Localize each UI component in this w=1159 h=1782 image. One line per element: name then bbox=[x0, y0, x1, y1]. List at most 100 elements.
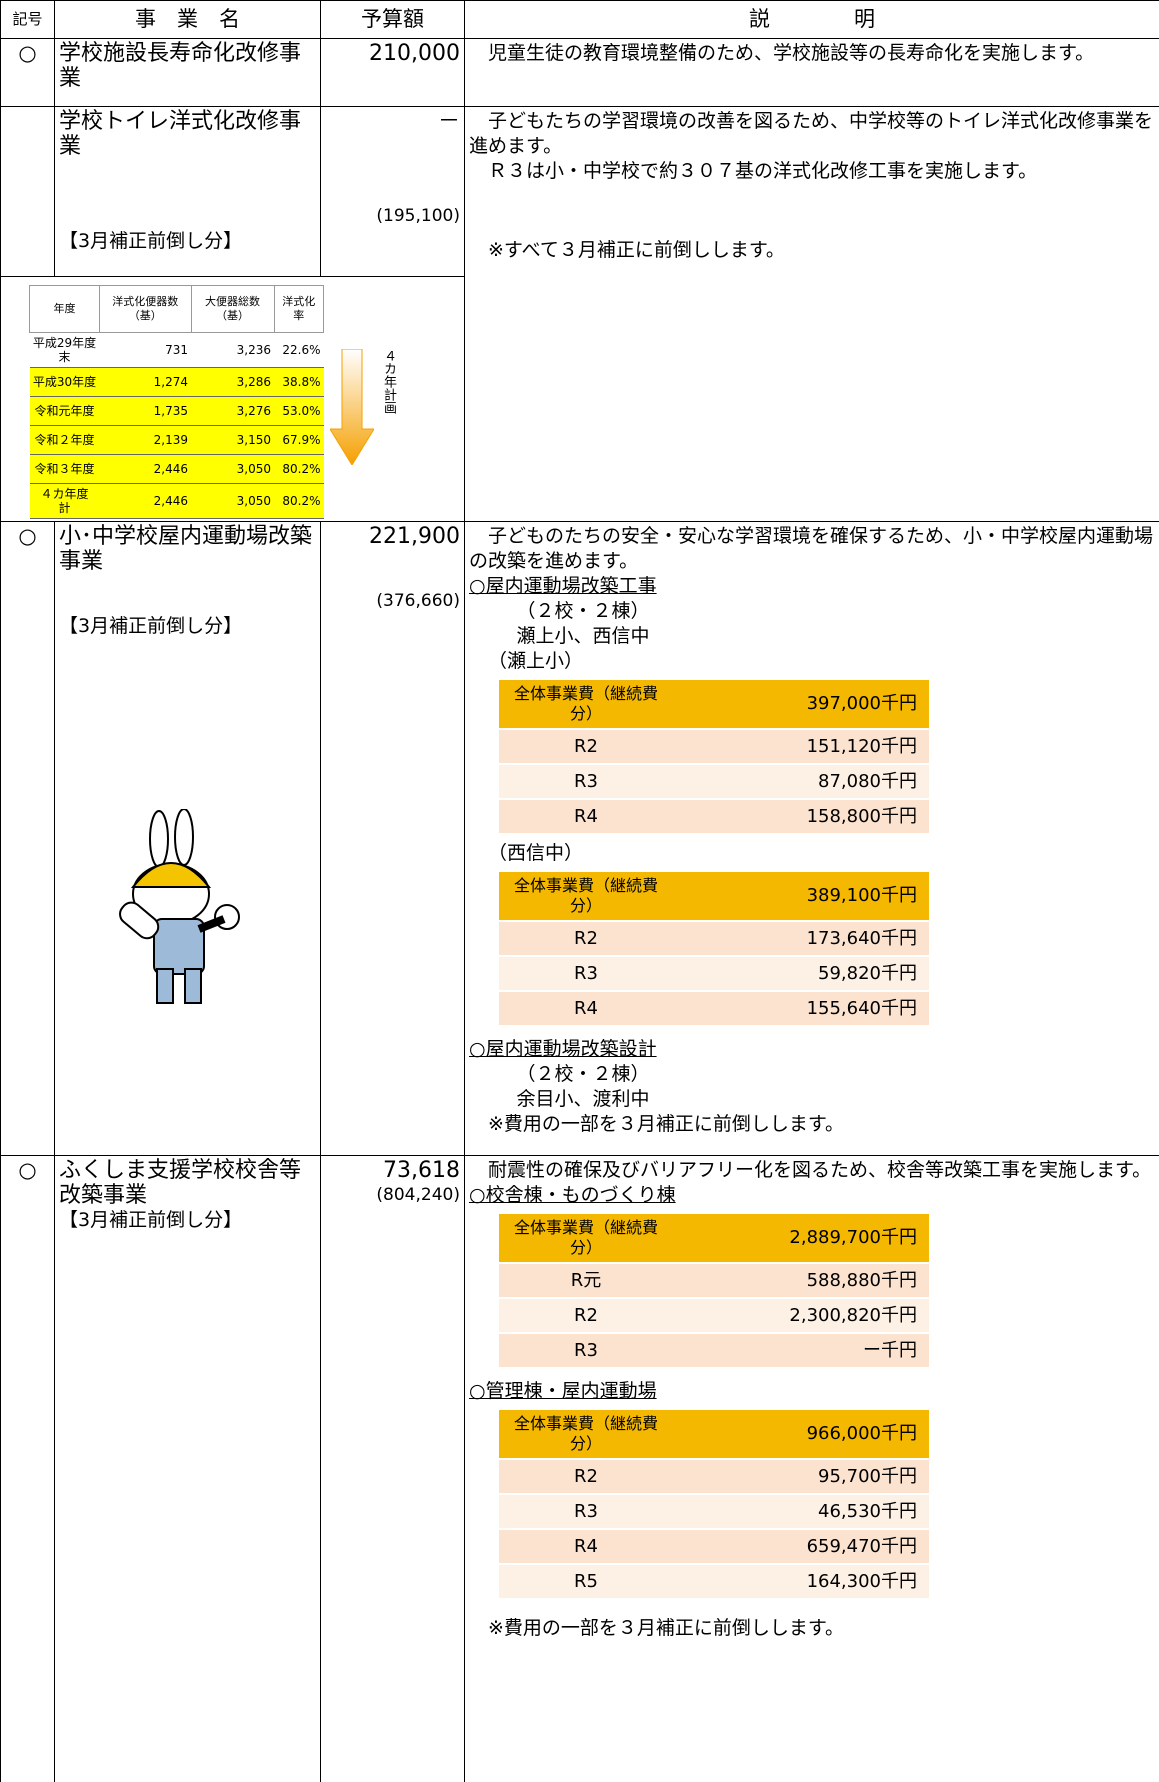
toilet-cell: 2,139 bbox=[99, 426, 191, 455]
toilet-cell: 3,150 bbox=[191, 426, 274, 455]
name-cell: 学校トイレ洋式化改修事業【3月補正前倒し分】 bbox=[55, 107, 321, 277]
toilet-cell: 令和３年度 bbox=[30, 455, 100, 484]
mark-cell bbox=[1, 107, 55, 277]
budget: － bbox=[325, 109, 460, 134]
section-line: 瀬上小、西信中 bbox=[469, 624, 1155, 649]
cost-cell: R4 bbox=[499, 1530, 673, 1563]
cost-cell: 173,640千円 bbox=[673, 922, 929, 955]
mascot bbox=[99, 809, 269, 1009]
section-heading: ○屋内運動場改築工事 bbox=[469, 574, 1155, 599]
section-line: （２校・２棟） bbox=[469, 1062, 1155, 1087]
cost-header-cell: 397,000千円 bbox=[673, 680, 929, 728]
toilet-cell: 731 bbox=[99, 333, 191, 368]
mark-cell: ○ bbox=[1, 1156, 55, 1782]
description: 児童生徒の教育環境整備のため、学校施設等の長寿命化を実施します。 bbox=[469, 41, 1155, 66]
toilet-cell: 3,236 bbox=[191, 333, 274, 368]
toilet-cell: 1,274 bbox=[99, 368, 191, 397]
item-row: ○学校施設長寿命化改修事業 210,000 児童生徒の教育環境整備のため、学校施設等… bbox=[1, 39, 1159, 107]
cost-header-cell: 全体事業費（継続費分） bbox=[499, 872, 673, 920]
header-cell: 事 業 名 bbox=[55, 1, 321, 39]
item-name: 学校トイレ洋式化改修事業 bbox=[59, 109, 316, 159]
description: Ｒ３は小・中学校で約３０７基の洋式化改修工事を実施します。 bbox=[469, 159, 1155, 184]
cost-header-row: 全体事業費（継続費分）966,000千円 bbox=[499, 1410, 929, 1458]
name-cell: ふくしま支援学校校舎等改築事業【3月補正前倒し分】 bbox=[55, 1156, 321, 1782]
mark-cell: ○ bbox=[1, 39, 55, 107]
cost-cell: 2,300,820千円 bbox=[673, 1299, 929, 1332]
item-name: 小･中学校屋内運動場改築事業 bbox=[59, 524, 316, 574]
cost-header-row: 全体事業費（継続費分）389,100千円 bbox=[499, 872, 929, 920]
budget-cell: －(195,100) bbox=[321, 107, 465, 277]
header-cell: 説 明 bbox=[465, 1, 1159, 39]
sub-budget: (804,240) bbox=[325, 1183, 460, 1208]
cost-cell: R3 bbox=[499, 765, 673, 798]
name-cell: 小･中学校屋内運動場改築事業【3月補正前倒し分】 bbox=[55, 522, 321, 1156]
toilet-cell: 80.2% bbox=[274, 484, 324, 519]
cost-cell: 95,700千円 bbox=[673, 1460, 929, 1493]
table-caption: （瀬上小） bbox=[469, 649, 1155, 674]
cost-header-cell: 全体事業費（継続費分） bbox=[499, 680, 673, 728]
item-name: ふくしま支援学校校舎等改築事業 bbox=[59, 1158, 316, 1208]
toilet-header-cell: 洋式化便器数（基） bbox=[99, 286, 191, 333]
toilet-cell: 平成30年度 bbox=[30, 368, 100, 397]
budget-cell: 73,618(804,240) bbox=[321, 1156, 465, 1782]
budget-cell: 221,900(376,660) bbox=[321, 522, 465, 1156]
toilet-cell: 3,286 bbox=[191, 368, 274, 397]
toilet-cell: 平成29年度末 bbox=[30, 333, 100, 368]
toilet-cell: ４カ年度 計 bbox=[30, 484, 100, 519]
cost-cell: R2 bbox=[499, 1460, 673, 1493]
toilet-cell: 3,050 bbox=[191, 455, 274, 484]
cost-cell: 59,820千円 bbox=[673, 957, 929, 990]
cost-cell: R4 bbox=[499, 800, 673, 833]
sub-label: 【3月補正前倒し分】 bbox=[59, 614, 316, 639]
budget: 210,000 bbox=[325, 41, 460, 66]
toilet-header-cell: 洋式化率 bbox=[274, 286, 324, 333]
cost-header-cell: 389,100千円 bbox=[673, 872, 929, 920]
cost-cell: R4 bbox=[499, 992, 673, 1025]
sub-label: 【3月補正前倒し分】 bbox=[59, 1208, 316, 1233]
arrow bbox=[330, 349, 374, 465]
header-cell: 記号 bbox=[1, 1, 55, 39]
section-heading: ○校舎棟・ものづくり棟 bbox=[469, 1183, 1155, 1208]
section-line: 余目小、渡利中 bbox=[469, 1087, 1155, 1112]
cost-cell: R2 bbox=[499, 1299, 673, 1332]
description: 子どもたちの学習環境の改善を図るため、中学校等のトイレ洋式化改修事業を進めます。 bbox=[469, 109, 1155, 159]
cost-cell: 659,470千円 bbox=[673, 1530, 929, 1563]
description-cell: 児童生徒の教育環境整備のため、学校施設等の長寿命化を実施します。 bbox=[465, 39, 1159, 107]
cost-header-row: 全体事業費（継続費分）397,000千円 bbox=[499, 680, 929, 728]
cost-cell: R元 bbox=[499, 1264, 673, 1297]
budget: 73,618 bbox=[325, 1158, 460, 1183]
toilet-cell: 67.9% bbox=[274, 426, 324, 455]
toilet-header: 年度洋式化便器数（基）大便器総数（基）洋式化率 bbox=[30, 286, 324, 333]
toilet-cell: 53.0% bbox=[274, 397, 324, 426]
cost-cell: R3 bbox=[499, 1495, 673, 1528]
sub-budget: (376,660) bbox=[325, 589, 460, 614]
toilet-cell: 3,276 bbox=[191, 397, 274, 426]
cost-header-cell: 966,000千円 bbox=[673, 1410, 929, 1458]
mark-cell: ○ bbox=[1, 522, 55, 1156]
cost-cell: 588,880千円 bbox=[673, 1264, 929, 1297]
description: 耐震性の確保及びバリアフリー化を図るため、校舎等改築工事を実施します。 bbox=[469, 1158, 1155, 1183]
header-cell: 予算額 bbox=[321, 1, 465, 39]
note: ※すべて３月補正に前倒しします。 bbox=[469, 238, 1155, 263]
toilet-cell: 令和元年度 bbox=[30, 397, 100, 426]
toilet-cell: 令和２年度 bbox=[30, 426, 100, 455]
item-name: 学校施設長寿命化改修事業 bbox=[59, 41, 316, 91]
